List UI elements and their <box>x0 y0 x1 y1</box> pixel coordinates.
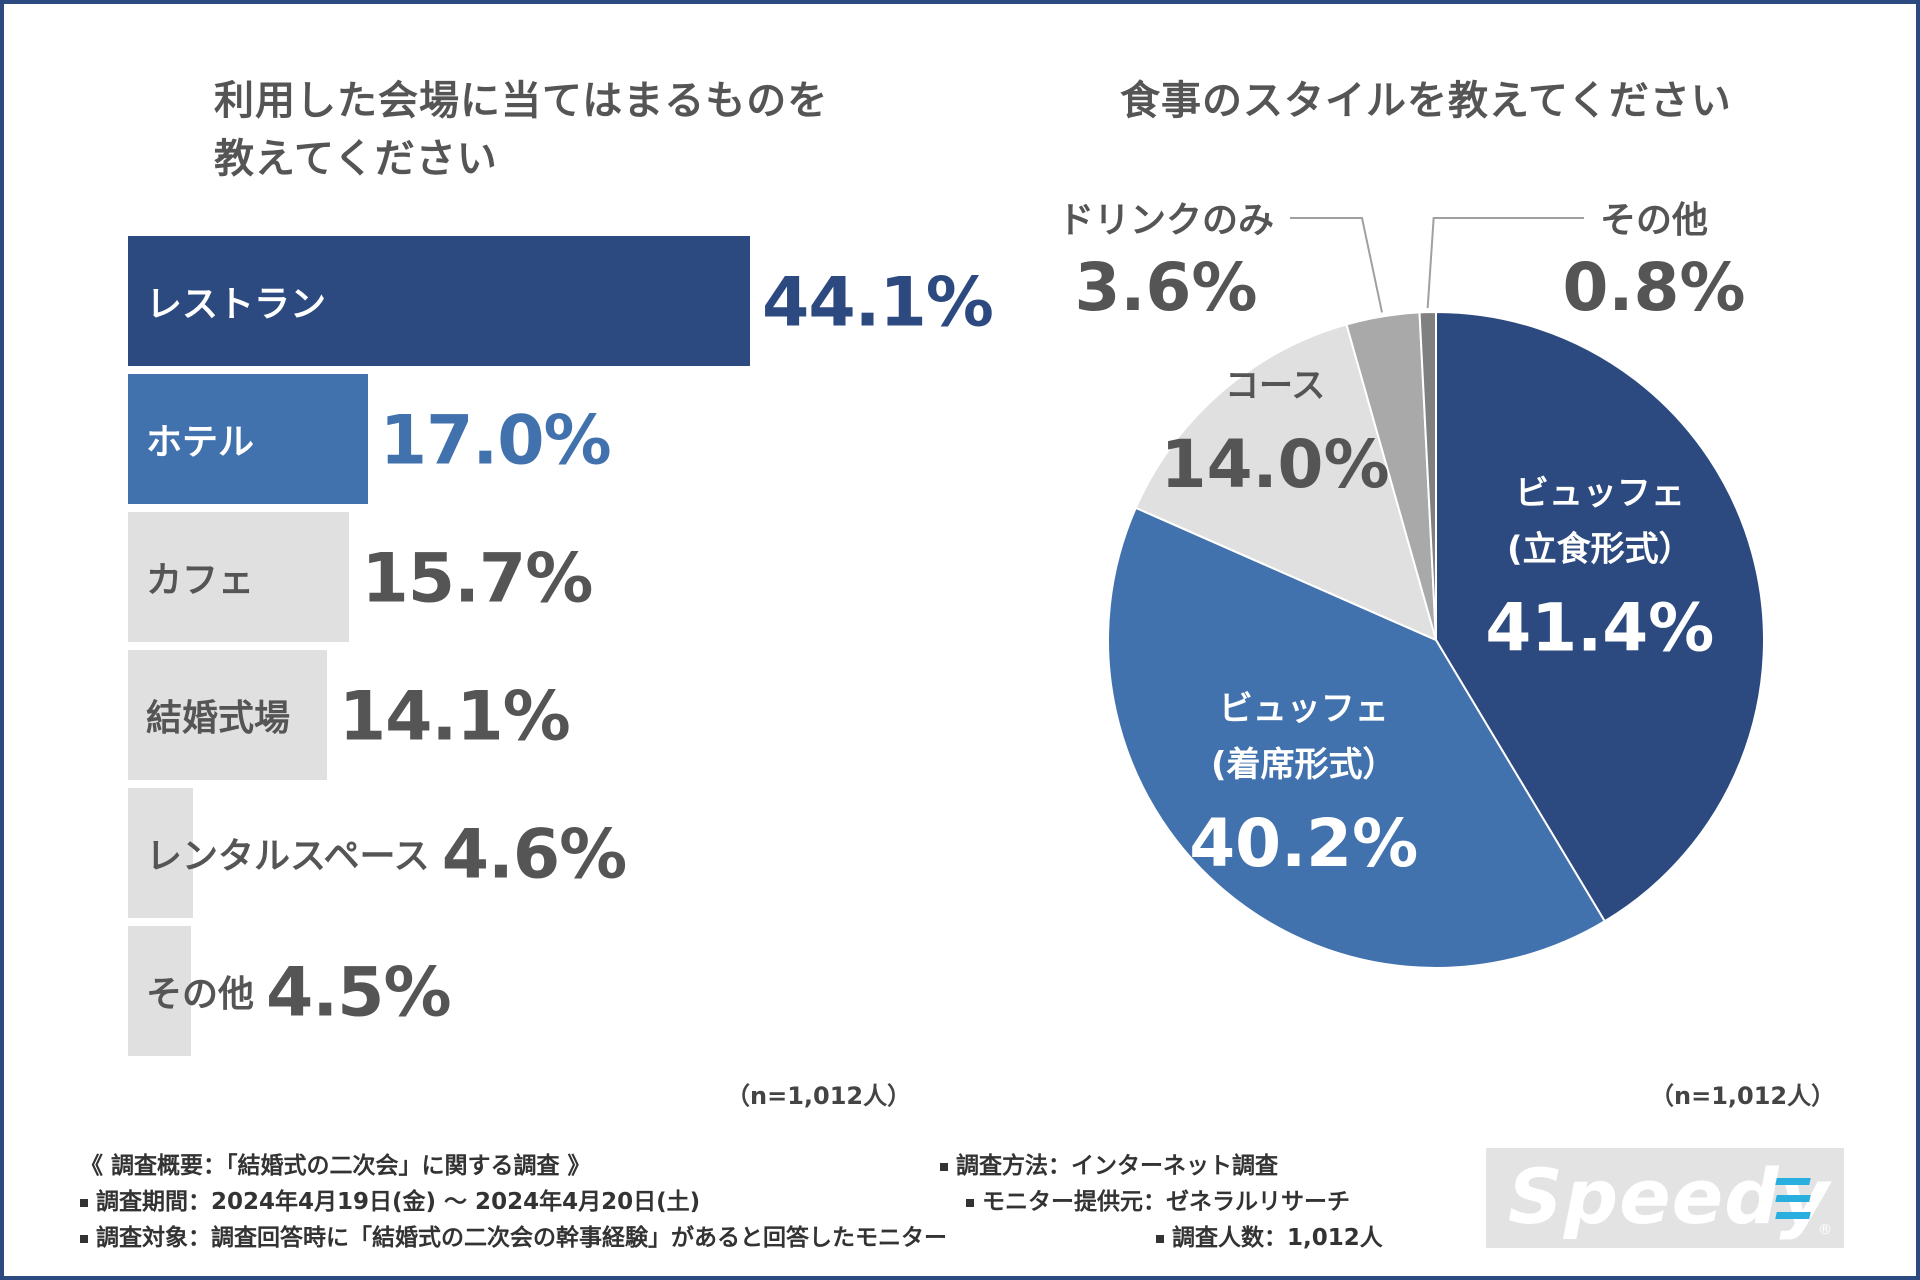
bullet-icon <box>80 1234 88 1243</box>
bar-4 <box>128 650 327 780</box>
pie-slice-label: ビュッフェ <box>1515 474 1685 514</box>
bullet-icon <box>940 1162 948 1171</box>
survey-period: 調査期間：2024年4月19日(金) 〜 2024年4月20日(土) <box>80 1182 700 1216</box>
pie-slice-1 <box>1435 310 1765 923</box>
survey-provider: モニター提供元：ゼネラルリサーチ <box>966 1182 1350 1216</box>
pie-slice-5 <box>1418 310 1437 641</box>
pie-slice-label: (着席形式） <box>1211 745 1397 785</box>
bar-chart-title: 利用した会場に当てはまるものを 教えてください <box>214 78 829 182</box>
bar-5 <box>128 788 193 918</box>
pie-leader-line <box>1426 217 1584 309</box>
bar-3 <box>128 512 350 642</box>
survey-target: 調査対象：調査回答時に「結婚式の二次会の幹事経験」があると回答したモニター <box>80 1218 947 1252</box>
bar-value-label: 44.1% <box>762 263 994 343</box>
pie-slice-value: 14.0% <box>1161 426 1390 503</box>
survey-count: 調査人数：1,012人 <box>1156 1218 1383 1252</box>
bar-category-label: その他 <box>146 974 255 1015</box>
pie-slice-label: コース <box>1225 366 1325 406</box>
bar-category-label: レンタルスペース <box>146 836 430 877</box>
bar-sample-size: （n=1,012人） <box>726 1082 912 1110</box>
pie-slice-value: 40.2% <box>1189 805 1418 882</box>
bar-value-label: 14.1% <box>338 677 571 757</box>
bar-value-label: 4.5% <box>266 953 452 1033</box>
pie-slice-value: 3.6% <box>1074 249 1257 326</box>
bar-6 <box>128 926 192 1056</box>
pie-slice-value: 0.8% <box>1562 249 1745 326</box>
pie-slice-label: ドリンクのみ <box>1058 200 1274 241</box>
bullet-icon <box>1156 1234 1164 1243</box>
logo-mark-icon <box>1775 1178 1811 1222</box>
bullet-icon <box>80 1198 88 1207</box>
bar-value-label: 4.6% <box>441 815 628 895</box>
speedy-logo: Speedy ® <box>1486 1148 1844 1248</box>
pie-sample-size: （n=1,012人） <box>1650 1082 1836 1110</box>
survey-overview: 《 調査概要：「結婚式の二次会」に関する調査 》 <box>80 1153 591 1179</box>
bar-category-label: ホテル <box>146 422 255 463</box>
pie-slice-3 <box>1134 323 1438 642</box>
survey-method: 調査方法：インターネット調査 <box>940 1146 1278 1180</box>
pie-slice-label: その他 <box>1600 200 1708 241</box>
pie-slice-label: (立食形式） <box>1507 530 1693 570</box>
bar-2 <box>128 374 368 504</box>
bar-category-label: 結婚式場 <box>146 698 291 739</box>
venue-bar-chart: レストラン 44.1% ホテル 17.0% カフェ 15.7% 結婚式場 14.1% レンタルス… <box>128 236 1028 1056</box>
pie-slice-2 <box>1106 506 1607 969</box>
pie-chart-title: 食事のスタイルを教えてください <box>1120 78 1732 124</box>
bar-category-label: カフェ <box>146 560 255 601</box>
pie-slice-label: ビュッフェ <box>1219 689 1389 729</box>
bullet-icon <box>966 1198 974 1207</box>
pie-slice-value: 41.4% <box>1485 590 1714 667</box>
pie-leader-line <box>1290 217 1383 313</box>
bar-value-label: 17.0% <box>379 401 612 481</box>
bar-1 <box>128 236 750 366</box>
registered-mark: ® <box>1818 1222 1832 1238</box>
bar-category-label: レストラン <box>146 284 327 325</box>
bar-value-label: 15.7% <box>361 539 593 619</box>
